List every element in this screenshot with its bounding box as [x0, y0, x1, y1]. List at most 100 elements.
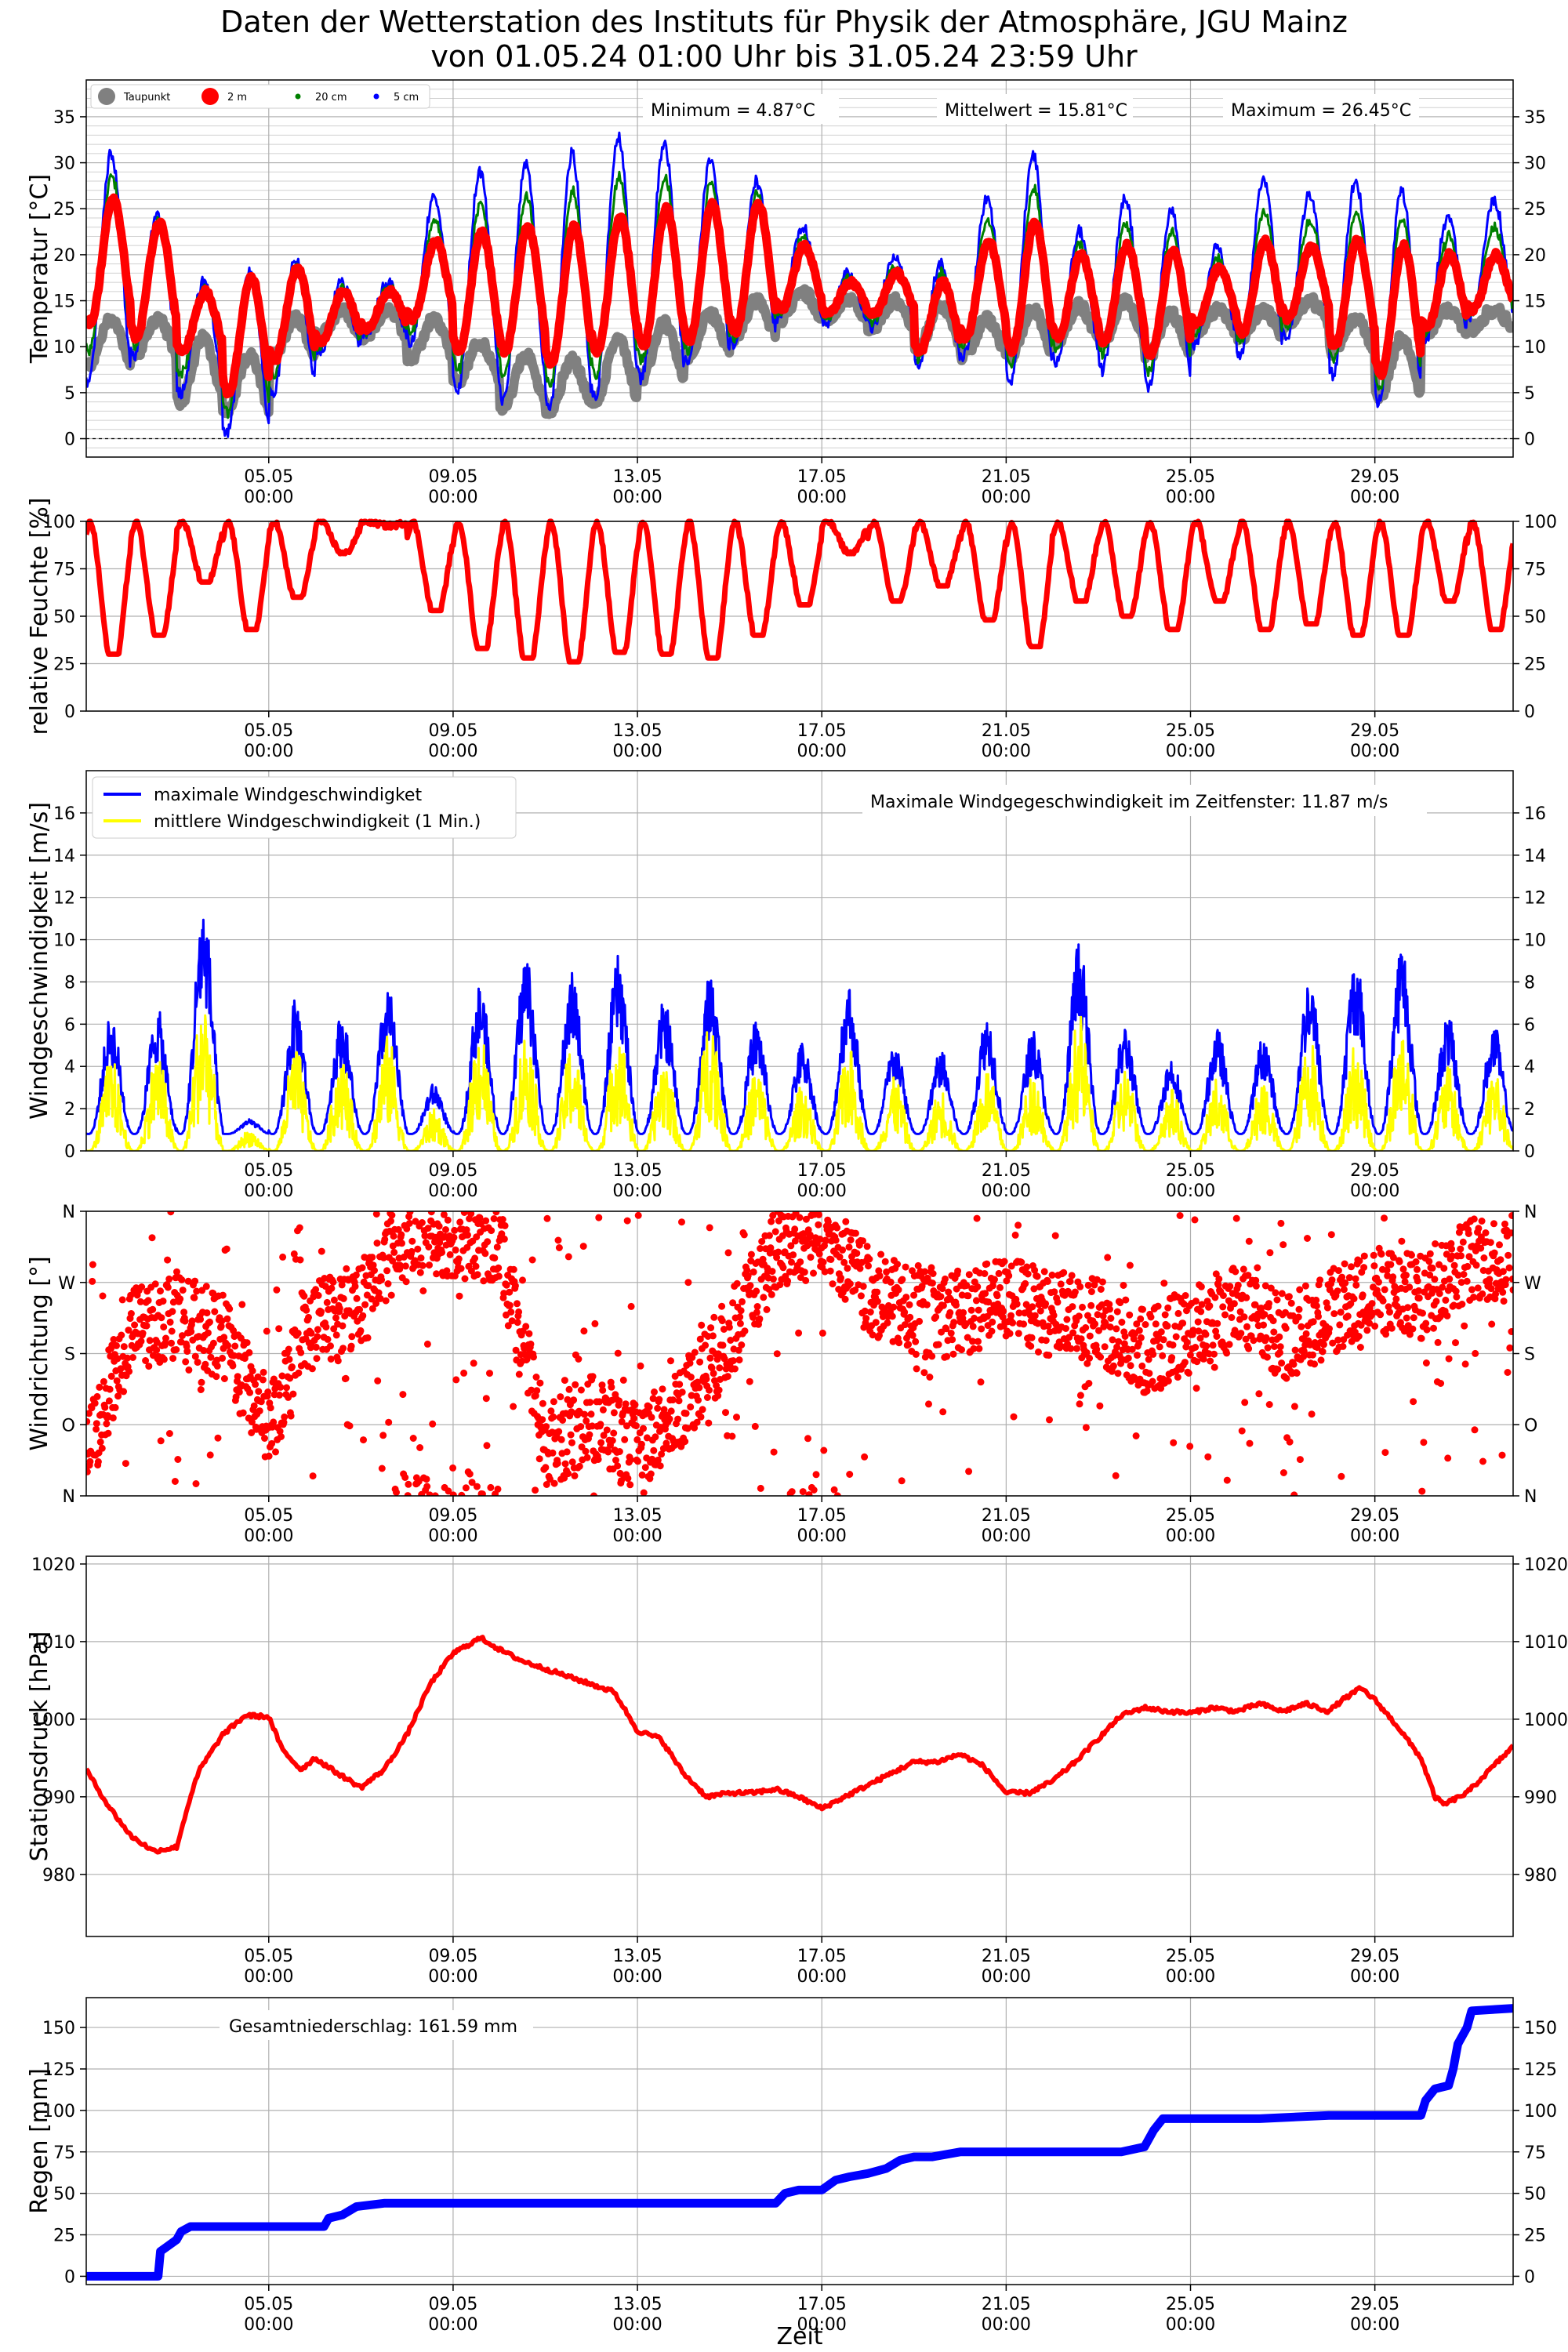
- press-panel: [86, 1556, 1513, 1936]
- wind-ylabel: Windgeschwindigkeit [m/s]: [26, 802, 53, 1120]
- x-tick-label-date: 21.05: [982, 721, 1031, 741]
- x-tick-label-date: 13.05: [613, 467, 662, 487]
- x-tick-label-time: 00:00: [612, 2315, 662, 2335]
- y-tick-label-right: 5: [1524, 384, 1535, 404]
- y-tick-label: 125: [42, 2060, 75, 2080]
- x-tick-label-date: 25.05: [1166, 1947, 1215, 1966]
- legend-marker: [98, 88, 115, 105]
- x-tick-label-time: 00:00: [244, 1526, 293, 1546]
- x-tick-label-time: 00:00: [1350, 742, 1399, 761]
- y-tick-label: 25: [53, 655, 75, 675]
- x-tick-label-date: 13.05: [613, 1506, 662, 1526]
- legend-marker: [295, 93, 301, 100]
- x-tick-label-time: 00:00: [982, 2315, 1031, 2335]
- x-tick-label-time: 00:00: [1350, 1181, 1399, 1201]
- x-tick-label-time: 00:00: [244, 1967, 293, 1987]
- annotation-box: [1223, 94, 1419, 124]
- x-tick-label-date: 05.05: [244, 1947, 293, 1966]
- y-tick-label: 14: [53, 847, 75, 866]
- x-tick-label-time: 00:00: [1166, 2315, 1215, 2335]
- y-tick-label-right: 25: [1524, 655, 1546, 675]
- x-tick-label-date: 17.05: [797, 1947, 847, 1966]
- rh-series: [86, 518, 1513, 665]
- y-tick-label: 8: [64, 973, 75, 993]
- y-tick-label: 2: [64, 1100, 75, 1120]
- y-tick-label: 0: [64, 2267, 75, 2287]
- x-tick-label-time: 00:00: [612, 1181, 662, 1201]
- y-tick-label-right: 8: [1524, 973, 1535, 993]
- x-axis-label: Zeit: [776, 2323, 822, 2350]
- ann-mean: Mittelwert = 15.81°C: [945, 101, 1127, 121]
- y-tick-label-right: 20: [1524, 246, 1546, 266]
- y-tick-label-right: 100: [1524, 513, 1557, 532]
- y-tick-label: 30: [53, 154, 75, 174]
- x-tick-label-time: 00:00: [982, 1526, 1031, 1546]
- pressure-line: [86, 1635, 1513, 1855]
- x-tick-label-time: 00:00: [428, 1526, 477, 1546]
- y-tick-label-right: 75: [1524, 561, 1546, 580]
- y-tick-label: 5: [64, 384, 75, 404]
- rain-frame: [85, 1997, 1514, 2285]
- y-tick-label-right: 990: [1524, 1788, 1557, 1808]
- annotation-box: [643, 94, 839, 124]
- x-tick-label-date: 21.05: [982, 2295, 1031, 2314]
- x-tick-label-date: 29.05: [1350, 467, 1399, 487]
- y-tick-label-right: 75: [1524, 2143, 1546, 2163]
- x-tick-label-time: 00:00: [1166, 488, 1215, 507]
- temp-2m-series: [86, 193, 1513, 399]
- y-tick-label: O: [62, 1416, 75, 1436]
- x-tick-label-time: 00:00: [428, 488, 477, 507]
- mean-wind-line: [86, 1014, 1513, 1151]
- x-tick-label-time: 00:00: [244, 2315, 293, 2335]
- x-tick-label-time: 00:00: [1166, 1526, 1215, 1546]
- x-tick-label-date: 09.05: [428, 467, 477, 487]
- y-tick-label-right: 4: [1524, 1058, 1535, 1077]
- x-tick-label-time: 00:00: [1166, 1181, 1215, 1201]
- press-frame: [85, 1555, 1514, 1937]
- x-tick-label-time: 00:00: [612, 742, 662, 761]
- x-tick-label-date: 25.05: [1166, 467, 1215, 487]
- temp-legend: [90, 84, 430, 109]
- x-tick-label-time: 00:00: [428, 1967, 477, 1987]
- x-tick-label-time: 00:00: [982, 742, 1031, 761]
- x-tick-label-time: 00:00: [1166, 1967, 1215, 1987]
- y-tick-label-right: 10: [1524, 931, 1546, 951]
- y-tick-label: 75: [53, 561, 75, 580]
- x-tick-label-date: 09.05: [428, 1947, 477, 1966]
- y-tick-label: 16: [53, 804, 75, 824]
- y-tick-label-right: 1010: [1524, 1633, 1568, 1653]
- x-tick-label-date: 29.05: [1350, 1161, 1399, 1181]
- y-tick-label-right: 15: [1524, 292, 1546, 312]
- y-tick-label-right: 150: [1524, 2019, 1557, 2038]
- x-tick-label-date: 25.05: [1166, 2295, 1215, 2314]
- temp-ylabel: Temperatur [°C]: [26, 174, 53, 364]
- x-tick-label-time: 00:00: [1350, 1967, 1399, 1987]
- y-tick-label: 35: [53, 108, 75, 128]
- x-tick-label-date: 13.05: [613, 1161, 662, 1181]
- y-tick-label: 15: [53, 292, 75, 312]
- x-tick-label-date: 21.05: [982, 1506, 1031, 1526]
- ann-max: Maximum = 26.45°C: [1231, 101, 1411, 121]
- x-tick-label-date: 29.05: [1350, 721, 1399, 741]
- x-tick-label-date: 13.05: [613, 2295, 662, 2314]
- y-tick-label: 50: [53, 608, 75, 627]
- y-tick-label-right: O: [1524, 1416, 1537, 1436]
- wind-series: [86, 918, 1513, 1151]
- y-tick-label-right: 6: [1524, 1015, 1535, 1035]
- y-tick-label-right: 1020: [1524, 1555, 1568, 1575]
- dewpoint-series: [86, 284, 1513, 419]
- legend-label: 5 cm: [394, 92, 419, 103]
- x-tick-label-date: 17.05: [797, 2295, 847, 2314]
- y-tick-label: 100: [42, 2102, 75, 2122]
- wind-frame: [85, 770, 1514, 1152]
- y-tick-label-right: 25: [1524, 2227, 1546, 2246]
- y-tick-label: 150: [42, 2019, 75, 2038]
- x-tick-label-time: 00:00: [797, 2315, 847, 2335]
- y-tick-label: 1020: [31, 1555, 75, 1575]
- y-tick-label-right: 0: [1524, 1142, 1535, 1162]
- x-tick-label-time: 00:00: [982, 488, 1031, 507]
- x-tick-label-time: 00:00: [797, 1181, 847, 1201]
- x-tick-label-date: 05.05: [244, 1161, 293, 1181]
- rain-panel: [86, 1998, 1513, 2285]
